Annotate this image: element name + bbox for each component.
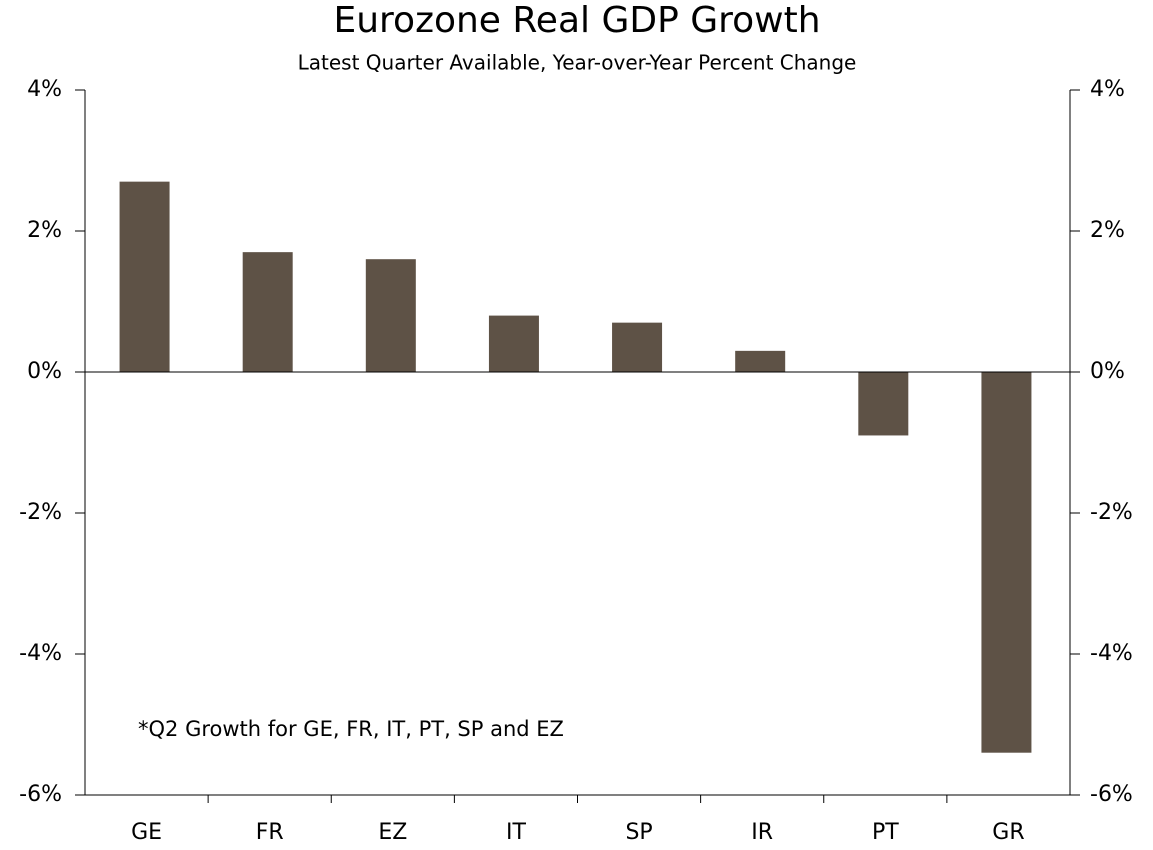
x-tick-label: IR — [751, 820, 773, 845]
x-tick-label: GE — [131, 820, 162, 845]
x-tick-label: EZ — [378, 820, 407, 845]
y-tick-label: 0% — [27, 359, 62, 384]
bar — [488, 315, 539, 372]
x-tick-label: SP — [625, 820, 652, 845]
y-tick-label: -4% — [19, 641, 62, 666]
chart-subtitle: Latest Quarter Available, Year-over-Year… — [298, 51, 857, 75]
y2-tick-label: 2% — [1090, 218, 1125, 243]
bar — [119, 181, 170, 372]
bar — [612, 322, 663, 372]
y2-tick-label: 0% — [1090, 359, 1125, 384]
y2-tick-label: 4% — [1090, 77, 1125, 102]
x-tick-label: GR — [992, 820, 1024, 845]
bar — [365, 259, 416, 372]
bar — [858, 372, 909, 436]
bar — [735, 350, 786, 372]
y2-tick-label: -4% — [1090, 641, 1133, 666]
x-tick-label: FR — [256, 820, 284, 845]
y-tick-label: -6% — [19, 782, 62, 807]
bar — [242, 252, 293, 372]
y-tick-label: 4% — [27, 77, 62, 102]
bar — [981, 372, 1032, 753]
x-tick-label: PT — [872, 820, 899, 845]
y2-tick-label: -6% — [1090, 782, 1133, 807]
annotation: *Q2 Growth for GE, FR, IT, PT, SP and EZ — [138, 717, 564, 741]
chart-title: Eurozone Real GDP Growth — [333, 0, 820, 41]
y-tick-label: -2% — [19, 500, 62, 525]
x-tick-label: IT — [506, 820, 526, 845]
y-tick-label: 2% — [27, 218, 62, 243]
y2-tick-label: -2% — [1090, 500, 1133, 525]
